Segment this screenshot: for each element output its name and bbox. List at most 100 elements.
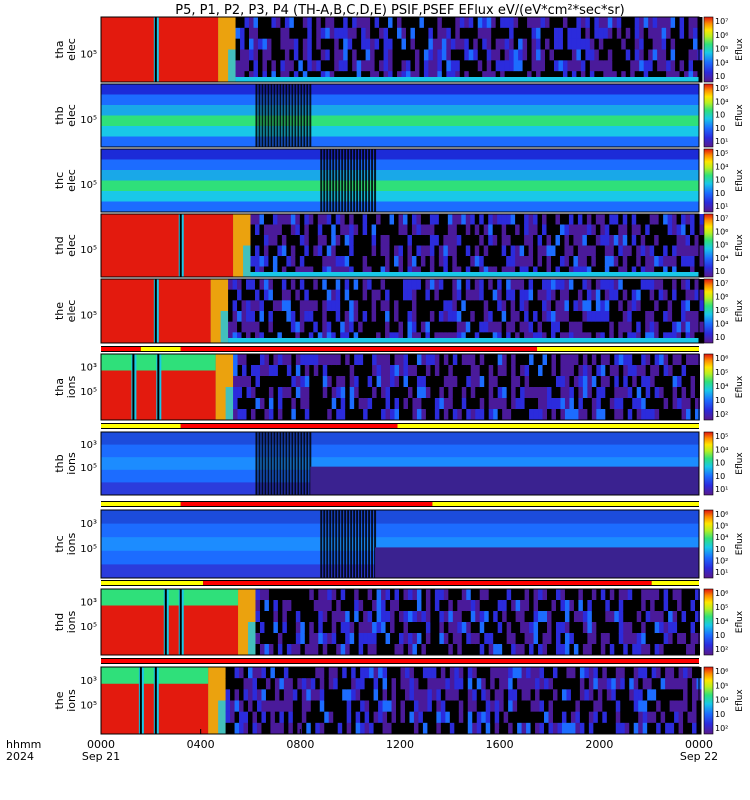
noise-cell: [255, 311, 260, 322]
noise-cell: [412, 600, 417, 612]
noise-cell: [480, 376, 485, 388]
noise-cell: [381, 225, 386, 236]
noise-cell: [677, 611, 682, 623]
noise-cell: [247, 387, 252, 399]
noise-cell: [381, 409, 386, 421]
noise-cell: [273, 644, 278, 656]
noise-cell: [469, 60, 474, 71]
noise-cell: [560, 322, 565, 333]
noise-cell: [547, 290, 552, 301]
noise-cell: [684, 17, 689, 28]
noise-cell: [584, 701, 589, 713]
colorbar-tick-label: 10⁳: [715, 631, 725, 640]
noise-cell: [291, 290, 296, 301]
noise-cell: [323, 398, 328, 410]
noise-cell: [336, 644, 341, 656]
noise-cell: [393, 28, 398, 39]
noise-cell: [500, 28, 505, 39]
noise-cell: [524, 279, 529, 290]
noise-cell: [259, 322, 264, 333]
noise-cell: [327, 633, 332, 645]
noise-cell: [605, 387, 610, 399]
noise-cell: [689, 28, 694, 39]
noise-cell: [248, 712, 253, 724]
noise-cell: [601, 354, 606, 366]
noise-cell: [592, 409, 597, 421]
noise-cell: [258, 39, 263, 50]
noise-cell: [289, 28, 294, 39]
noise-cell: [445, 667, 450, 679]
noise-cell: [562, 712, 567, 724]
noise-cell: [454, 678, 459, 690]
noise-cell: [616, 667, 621, 679]
noise-cell: [627, 214, 632, 225]
noise-cell: [682, 387, 687, 399]
noise-cell: [244, 689, 249, 701]
noise-cell: [332, 622, 337, 634]
noise-cell: [684, 60, 689, 71]
noise-cell: [408, 633, 413, 645]
noise-cell: [327, 256, 332, 267]
noise-cell: [381, 611, 386, 623]
noise-cell: [412, 398, 417, 410]
noise-cell: [475, 644, 480, 656]
noise-cell: [258, 28, 263, 39]
noise-cell: [583, 409, 588, 421]
noise-cell: [469, 50, 474, 61]
noise-cell: [316, 50, 321, 61]
noise-cell: [401, 28, 406, 39]
noise-cell: [477, 678, 482, 690]
noise-cell: [331, 256, 336, 267]
noise-cell: [395, 644, 400, 656]
noise-cell: [448, 279, 453, 290]
noise-cell: [668, 633, 673, 645]
colorbar-tick-label: 10⁴: [715, 58, 728, 67]
data-gap-stripe: [353, 149, 355, 212]
noise-cell: [287, 622, 292, 634]
noise-cell: [280, 50, 285, 61]
noise-cell: [300, 354, 305, 366]
noise-cell: [363, 256, 368, 267]
noise-cell: [663, 311, 668, 322]
noise-cell: [560, 409, 565, 421]
noise-cell: [543, 589, 548, 601]
noise-cell: [276, 28, 281, 39]
noise-cell: [412, 256, 417, 267]
noise-cell: [457, 409, 462, 421]
noise-cell: [677, 214, 682, 225]
noise-cell: [698, 28, 703, 39]
noise-cell: [670, 701, 675, 713]
noise-cell: [314, 589, 319, 601]
noise-cell: [242, 311, 247, 322]
noise-cell: [381, 376, 386, 388]
noise-cell: [618, 235, 623, 246]
noise-cell: [655, 387, 660, 399]
noise-cell: [598, 678, 603, 690]
noise-cell: [592, 611, 597, 623]
noise-cell: [454, 723, 459, 735]
noise-cell: [466, 644, 471, 656]
noise-cell: [565, 398, 570, 410]
noise-cell: [639, 50, 644, 61]
noise-cell: [605, 622, 610, 634]
noise-cell: [297, 667, 302, 679]
noise-cell: [468, 723, 473, 735]
noise-cell: [390, 387, 395, 399]
noise-cell: [462, 633, 467, 645]
noise-cell: [664, 633, 669, 645]
noise-cell: [341, 398, 346, 410]
noise-cell: [566, 678, 571, 690]
noise-cell: [659, 622, 664, 634]
noise-cell: [259, 279, 264, 290]
colorbar-tick-label: 10⁵: [715, 241, 728, 250]
noise-cell: [699, 225, 704, 236]
data-gap-stripe: [300, 432, 302, 495]
noise-cell: [309, 256, 314, 267]
noise-cell: [439, 246, 444, 257]
noise-cell: [322, 235, 327, 246]
noise-cell: [386, 633, 391, 645]
noise-cell: [462, 600, 467, 612]
noise-cell: [415, 28, 420, 39]
noise-cell: [497, 214, 502, 225]
noise-cell: [443, 256, 448, 267]
